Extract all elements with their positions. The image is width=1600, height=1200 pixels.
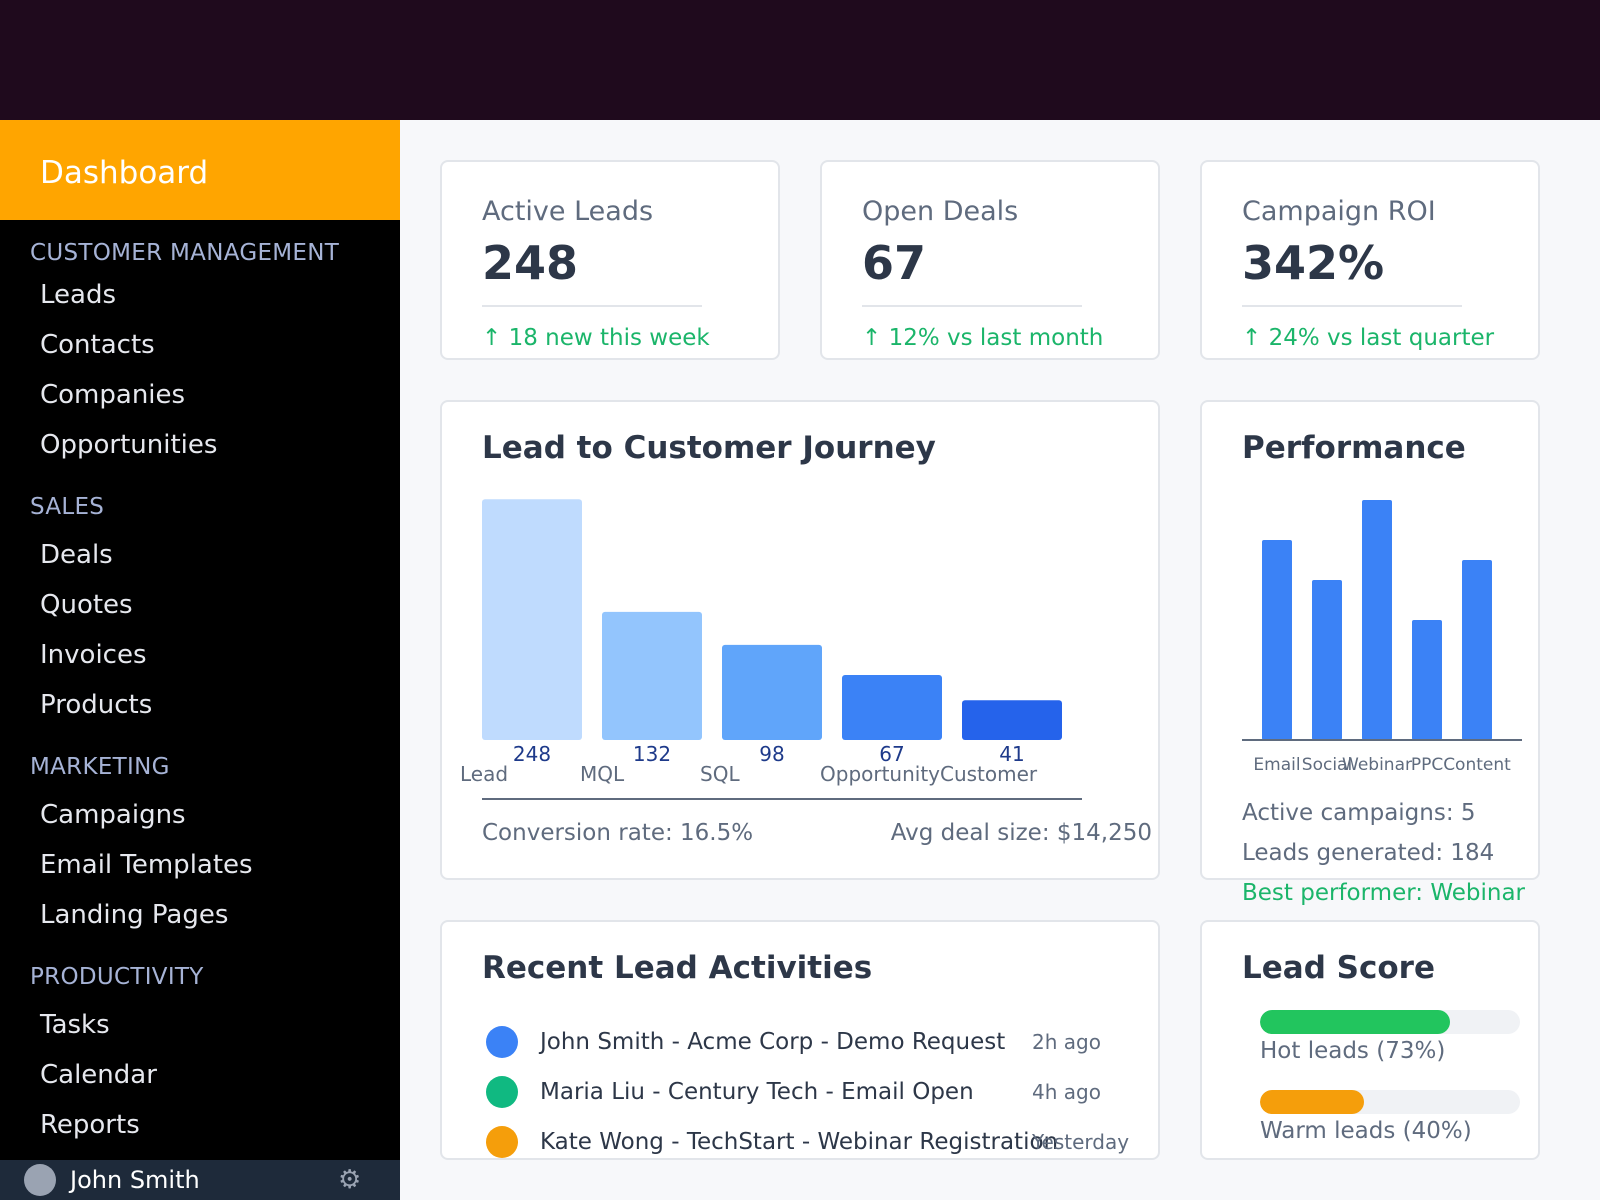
performance-category-label: Email [1253,755,1300,775]
performance-bar-webinar [1362,500,1392,740]
divider [482,305,702,307]
best-performer: Best performer: Webinar [1242,880,1525,906]
progress-fill [1260,1010,1450,1034]
activity-dot [486,1076,518,1108]
journey-category-label: Customer [940,762,1038,786]
card-title: Lead to Customer Journey [482,430,936,466]
activity-time: 4h ago [1032,1080,1101,1104]
performance-category-label: PPC [1411,755,1443,775]
performance-bar-email [1262,540,1292,740]
activity-time: 2h ago [1032,1030,1101,1054]
journey-bar-sql [722,644,822,740]
warm-leads-label: Warm leads (40%) [1260,1118,1472,1144]
journey-category-label: SQL [700,762,740,786]
lead-score-card: Lead Score Hot leads (73%) Warm leads (4… [1200,920,1540,1160]
activity-item[interactable]: Maria Liu - Century Tech - Email Open 4h… [482,1072,1142,1112]
card-title: Lead Score [1242,950,1435,986]
gear-icon[interactable]: ⚙ [338,1165,362,1195]
sidebar-item-quotes[interactable]: Quotes [40,590,133,620]
activity-item[interactable]: Kate Wong - TechStart - Webinar Registra… [482,1122,1142,1162]
top-bar [0,0,1600,120]
nav-section-productivity: PRODUCTIVITY [30,964,204,990]
sidebar-item-contacts[interactable]: Contacts [40,330,155,360]
activity-text: Maria Liu - Century Tech - Email Open [540,1079,974,1105]
journey-category-label: Lead [460,762,508,786]
journey-value-label: 248 [513,742,551,766]
activity-time: Yesterday [1032,1130,1130,1154]
journey-value-label: 132 [633,742,671,766]
hot-leads-label: Hot leads (73%) [1260,1038,1446,1064]
card-title: Performance [1242,430,1466,466]
sidebar-item-campaigns[interactable]: Campaigns [40,800,186,830]
divider [862,305,1082,307]
warm-leads-progress [1260,1090,1520,1114]
stat-label: Campaign ROI [1242,196,1436,227]
leads-generated: Leads generated: 184 [1242,840,1495,866]
journey-bar-opportunity [842,674,942,740]
journey-category-label: MQL [580,762,625,786]
journey-value-label: 98 [759,742,784,766]
sidebar-item-opportunities[interactable]: Opportunities [40,430,218,460]
performance-category-label: Social [1302,755,1352,775]
nav-section-customer-management: CUSTOMER MANAGEMENT [30,240,340,266]
sidebar-item-leads[interactable]: Leads [40,280,117,310]
sidebar-item-tasks[interactable]: Tasks [40,1010,110,1040]
stat-value: 67 [862,236,927,290]
avatar[interactable] [24,1164,56,1196]
journey-bar-customer [962,700,1062,740]
sidebar-item-products[interactable]: Products [40,690,153,720]
stat-card-open-deals: Open Deals 67 ↑ 12% vs last month [820,160,1160,360]
activity-dot [486,1126,518,1158]
stat-value: 248 [482,236,579,290]
sidebar-item-reports[interactable]: Reports [40,1110,140,1140]
sidebar-item-companies[interactable]: Companies [40,380,186,410]
performance-card: Performance Email Social Webinar PPC Content… [1200,400,1540,906]
stat-card-active-leads: Active Leads 248 ↑ 18 new this week [440,160,780,360]
performance-bar-content [1462,560,1492,740]
nav-section-marketing: MARKETING [30,754,170,780]
stat-value: 342% [1242,236,1385,290]
performance-bar-ppc [1412,620,1442,740]
card-title: Recent Lead Activities [482,950,873,986]
hot-leads-progress [1260,1010,1520,1034]
sidebar-item-landing-pages[interactable]: Landing Pages [40,900,229,930]
journey-value-label: 67 [879,742,904,766]
performance-category-label: Webinar [1342,755,1412,775]
sidebar-item-calendar[interactable]: Calendar [40,1060,157,1090]
nav-section-sales: SALES [30,494,105,520]
performance-category-label: Content [1443,755,1511,775]
performance-bar-social [1312,580,1342,740]
activity-dot [486,1026,518,1058]
activity-item[interactable]: John Smith - Acme Corp - Demo Request 2h… [482,1022,1142,1062]
stat-trend: ↑ 24% vs last quarter [1242,325,1495,351]
stat-card-campaign-roi: Campaign ROI 342% ↑ 24% vs last quarter [1200,160,1540,360]
sidebar-brand-dashboard[interactable]: Dashboard [0,120,400,220]
active-campaigns: Active campaigns: 5 [1242,800,1476,826]
journey-bar-mql [602,611,702,740]
progress-fill [1260,1090,1364,1114]
recent-activities-card: Recent Lead Activities John Smith - Acme… [440,920,1160,1160]
divider [1242,305,1462,307]
stat-trend: ↑ 18 new this week [482,325,710,351]
journey-value-label: 41 [999,742,1024,766]
sidebar-item-deals[interactable]: Deals [40,540,113,570]
user-name[interactable]: John Smith [70,1166,200,1194]
divider [482,798,1082,800]
conversion-rate: Conversion rate: 16.5% [482,820,754,846]
sidebar-item-invoices[interactable]: Invoices [40,640,147,670]
stat-trend: ↑ 12% vs last month [862,325,1104,351]
activity-text: John Smith - Acme Corp - Demo Request [540,1029,1006,1055]
journey-chart-card: Lead to Customer Journey 248 Lead 132 MQL 98… [440,400,1160,880]
journey-bar-lead [482,499,582,740]
avg-deal-size: Avg deal size: $14,250 [890,820,1152,846]
journey-category-label: Opportunity [820,762,940,786]
stat-label: Open Deals [862,196,1019,227]
user-bar[interactable]: John Smith ⚙ [0,1160,400,1200]
sidebar: Dashboard CUSTOMER MANAGEMENT Leads Cont… [0,120,400,1200]
stat-label: Active Leads [482,196,654,227]
activity-text: Kate Wong - TechStart - Webinar Registra… [540,1129,1059,1155]
sidebar-item-email-templates[interactable]: Email Templates [40,850,253,880]
